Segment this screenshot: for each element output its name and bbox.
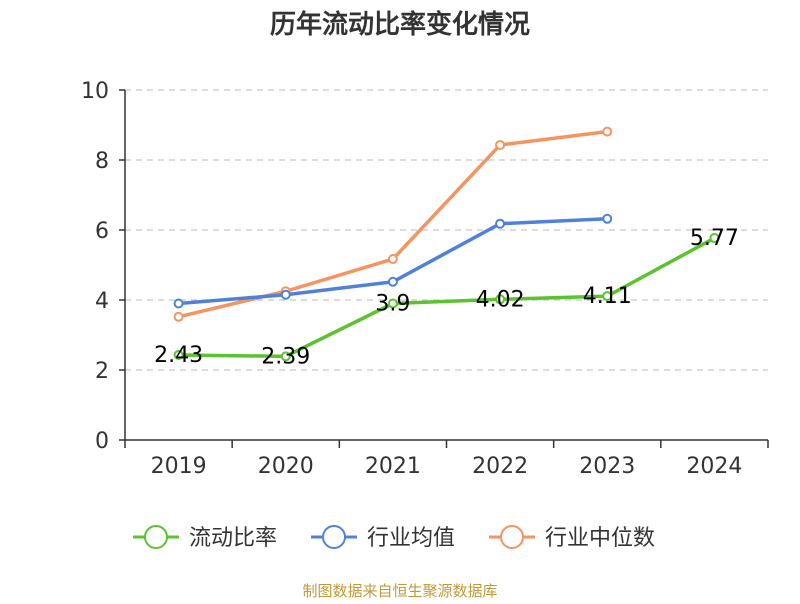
- data-point[interactable]: [602, 126, 613, 137]
- data-point[interactable]: [280, 351, 291, 362]
- legend-marker: [144, 525, 168, 549]
- data-point[interactable]: [495, 294, 506, 305]
- data-point[interactable]: [495, 218, 506, 229]
- grid-lines: [125, 89, 768, 371]
- x-tick-label: 2019: [151, 454, 207, 479]
- legend-marker: [500, 525, 524, 549]
- data-point[interactable]: [602, 213, 613, 224]
- data-point[interactable]: [387, 254, 398, 265]
- y-tick-label: 2: [95, 359, 109, 384]
- data-point[interactable]: [709, 233, 720, 244]
- data-label: 2.39: [261, 344, 310, 369]
- data-labels: 2.43 2.39 3.9 4.02 4.11 5.77: [154, 226, 739, 369]
- legend-item[interactable]: 流动比率: [133, 525, 277, 551]
- legend-item[interactable]: 行业中位数: [489, 525, 655, 551]
- x-tick-label: 2023: [579, 454, 635, 479]
- chart-title: 历年流动比率变化情况: [270, 9, 530, 40]
- series-line-0: [176, 236, 717, 359]
- legend[interactable]: 流动比率 行业均值 行业中位数: [133, 525, 655, 551]
- y-tick-label: 0: [95, 429, 109, 454]
- series-lines: [173, 126, 720, 362]
- legend-label: 行业中位数: [545, 526, 655, 551]
- data-label: 4.02: [476, 287, 525, 312]
- data-label: 2.43: [154, 343, 203, 368]
- data-label: 3.9: [375, 292, 410, 317]
- axes: 0 2 4 6 8 10 2019 2020 2021 2022 2023 2024: [81, 79, 769, 479]
- x-tick-label: 2024: [686, 454, 742, 479]
- data-point[interactable]: [387, 276, 398, 287]
- data-point[interactable]: [173, 298, 184, 309]
- y-tick-label: 4: [95, 289, 109, 314]
- data-point[interactable]: [495, 139, 506, 150]
- y-tick-label: 10: [81, 79, 109, 104]
- data-label: 5.77: [690, 226, 739, 251]
- x-tick-label: 2021: [365, 454, 421, 479]
- data-point[interactable]: [280, 289, 291, 300]
- data-point[interactable]: [173, 349, 184, 360]
- legend-item[interactable]: 行业均值: [311, 525, 455, 551]
- x-tick-label: 2020: [258, 454, 314, 479]
- y-tick-label: 8: [95, 149, 109, 174]
- legend-label: 行业均值: [367, 526, 455, 551]
- source-note: 制图数据来自恒生聚源数据库: [302, 582, 497, 600]
- data-point[interactable]: [602, 291, 613, 302]
- data-point[interactable]: [387, 298, 398, 309]
- legend-label: 流动比率: [189, 526, 277, 551]
- data-point[interactable]: [173, 311, 184, 322]
- legend-marker: [322, 525, 346, 549]
- y-tick-label: 6: [95, 219, 109, 244]
- data-label: 4.11: [583, 284, 632, 309]
- x-tick-label: 2022: [472, 454, 528, 479]
